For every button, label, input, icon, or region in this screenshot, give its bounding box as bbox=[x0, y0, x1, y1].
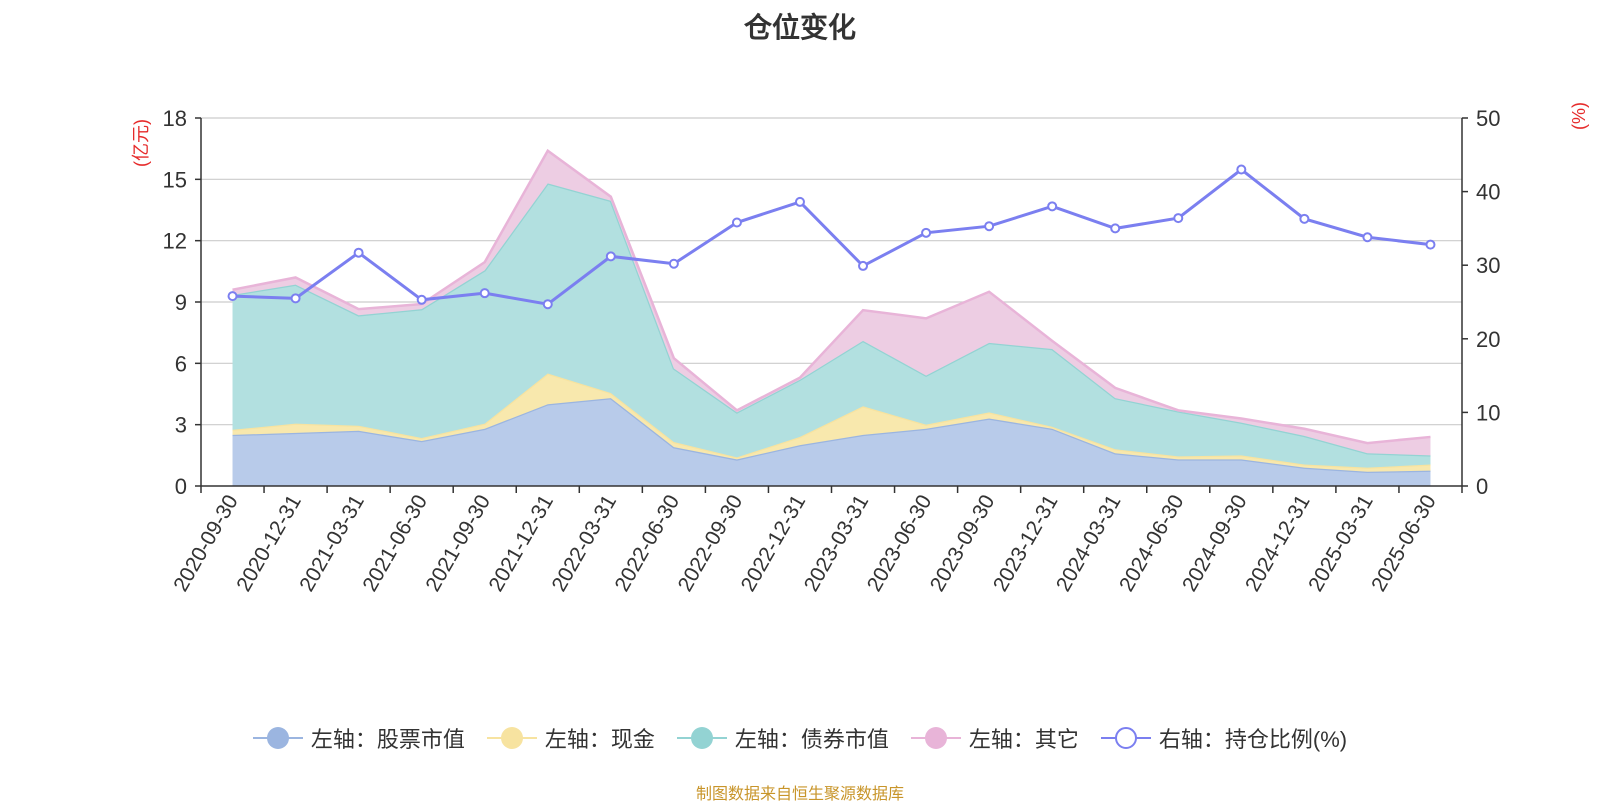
legend: 左轴：股票市值 左轴：现金 左轴：债券市值 左轴：其它 右轴：持仓比例(%) bbox=[0, 722, 1600, 754]
x-tick-label: 2021-12-31 bbox=[484, 491, 558, 596]
area-series-2 bbox=[232, 183, 1431, 468]
x-tick-label: 2023-06-30 bbox=[863, 491, 937, 596]
x-tick-label: 2024-06-30 bbox=[1115, 491, 1189, 596]
left-tick-label: 0 bbox=[175, 474, 187, 499]
ratio-point bbox=[1236, 164, 1247, 175]
ratio-line-path bbox=[232, 167, 1431, 306]
ratio-point bbox=[1173, 213, 1184, 224]
ratio-point bbox=[921, 227, 932, 238]
x-tick-label: 2024-12-31 bbox=[1241, 491, 1315, 596]
right-tick-label: 20 bbox=[1476, 327, 1500, 352]
ratio-point bbox=[984, 221, 995, 232]
legend-item-bond[interactable]: 左轴：债券市值 bbox=[676, 722, 889, 754]
ratio-point bbox=[1362, 232, 1373, 243]
legend-label-stock: 左轴：股票市值 bbox=[310, 727, 465, 752]
chart-title: 仓位变化 bbox=[743, 12, 856, 43]
right-tick-label: 50 bbox=[1476, 106, 1500, 131]
legend-swatch-stock bbox=[252, 727, 303, 749]
ratio-point bbox=[479, 288, 490, 299]
x-tick-label: 2022-03-31 bbox=[548, 491, 622, 596]
area-line-series-3 bbox=[232, 148, 1431, 445]
left-tick-label: 15 bbox=[163, 167, 187, 192]
stacked-areas bbox=[232, 148, 1431, 486]
legend-item-cash[interactable]: 左轴：现金 bbox=[486, 722, 655, 754]
left-tick-label: 3 bbox=[175, 413, 187, 438]
right-tick-label: 10 bbox=[1476, 400, 1500, 425]
legend-label-other: 左轴：其它 bbox=[968, 727, 1079, 752]
x-tick-label: 2023-03-31 bbox=[800, 491, 874, 596]
legend-item-stock[interactable]: 左轴：股票市值 bbox=[252, 722, 465, 754]
legend-swatch-ratio bbox=[1100, 727, 1151, 749]
x-tick-label: 2021-06-30 bbox=[358, 491, 432, 596]
ratio-point bbox=[731, 217, 742, 228]
legend-swatch-other bbox=[910, 727, 961, 749]
x-tick-label: 2024-03-31 bbox=[1052, 491, 1126, 596]
legend-swatch-bond bbox=[676, 727, 727, 749]
ratio-point bbox=[542, 299, 553, 310]
ratio-point bbox=[794, 196, 805, 207]
ratio-line bbox=[227, 164, 1436, 310]
x-tick-label: 2024-09-30 bbox=[1178, 491, 1252, 596]
x-tick-label: 2021-03-31 bbox=[295, 491, 369, 596]
source-note: 制图数据来自恒生聚源数据库 bbox=[695, 786, 904, 803]
right-tick-label: 40 bbox=[1476, 180, 1500, 205]
ratio-point bbox=[353, 247, 364, 258]
legend-item-ratio[interactable]: 右轴：持仓比例(%) bbox=[1100, 722, 1348, 754]
ratio-point bbox=[290, 293, 301, 304]
x-tick-label: 2025-06-30 bbox=[1367, 491, 1441, 596]
x-tick-label: 2025-03-31 bbox=[1304, 491, 1378, 596]
ratio-point bbox=[858, 260, 869, 271]
legend-label-cash: 左轴：现金 bbox=[544, 727, 655, 752]
legend-label-bond: 左轴：债券市值 bbox=[734, 727, 889, 752]
left-tick-label: 18 bbox=[163, 106, 187, 131]
legend-swatch-cash bbox=[486, 727, 537, 749]
x-tick-label: 2023-09-30 bbox=[926, 491, 1000, 596]
x-tick-label: 2022-06-30 bbox=[611, 491, 685, 596]
left-tick-label: 6 bbox=[175, 351, 187, 376]
right-tick-label: 30 bbox=[1476, 253, 1500, 278]
legend-item-other[interactable]: 左轴：其它 bbox=[910, 722, 1079, 754]
chart-plot: 0 3 6 9 12 15 18 0 10 20 30 40 50 2020-09-302020-12-3… bbox=[131, 102, 1589, 596]
left-tick-label: 9 bbox=[175, 290, 187, 315]
ratio-point bbox=[1047, 201, 1058, 212]
ratio-point bbox=[1110, 223, 1121, 234]
x-tick-label: 2022-09-30 bbox=[674, 491, 748, 596]
x-tick-label: 2020-12-31 bbox=[232, 491, 306, 596]
x-tick-label: 2022-12-31 bbox=[737, 491, 811, 596]
ratio-point bbox=[605, 251, 616, 262]
right-tick-label: 0 bbox=[1476, 474, 1488, 499]
ratio-point bbox=[668, 258, 679, 269]
right-axis-unit: (%) bbox=[1569, 102, 1589, 130]
left-tick-label: 12 bbox=[163, 229, 187, 254]
x-tick-label: 2020-09-30 bbox=[169, 491, 243, 596]
ratio-point bbox=[1299, 213, 1310, 224]
left-axis-unit: (亿元) bbox=[131, 119, 151, 167]
ratio-point bbox=[1425, 239, 1436, 250]
x-tick-label: 2021-09-30 bbox=[421, 491, 495, 596]
x-tick-label: 2023-12-31 bbox=[989, 491, 1063, 596]
ratio-point bbox=[227, 291, 238, 302]
area-series-0 bbox=[232, 398, 1431, 486]
ratio-point bbox=[416, 294, 427, 305]
legend-label-ratio: 右轴：持仓比例(%) bbox=[1158, 727, 1348, 752]
